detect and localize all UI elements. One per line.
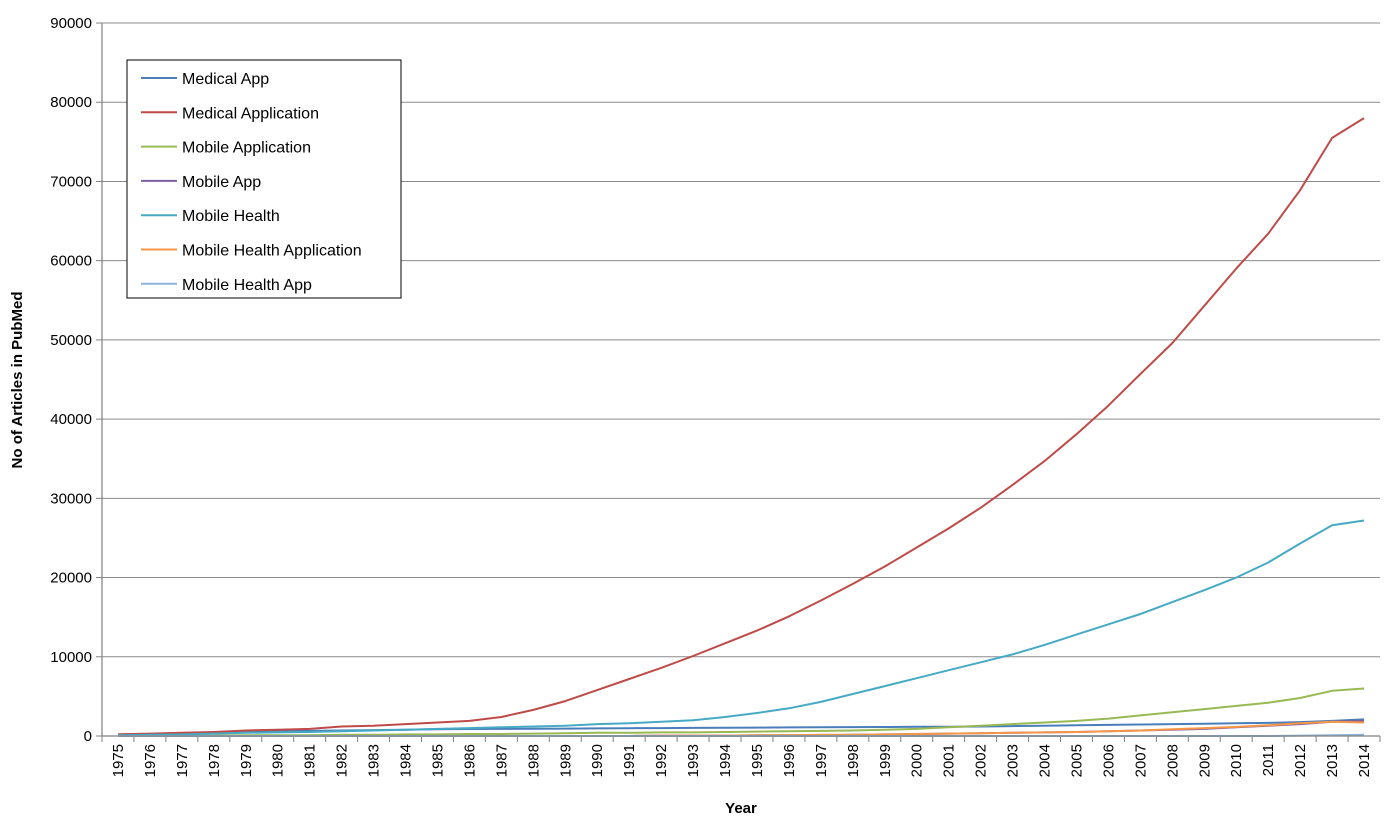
legend: Medical App Medical Application Mobile App… [126, 59, 402, 299]
legend-label: Mobile App [182, 174, 261, 191]
x-tick-label: 1985 [429, 744, 446, 777]
x-tick-label: 2010 [1228, 744, 1245, 777]
x-tick-label: 2003 [1005, 744, 1022, 777]
x-tick-label: 1999 [877, 744, 894, 777]
x-tick-label: 1987 [493, 744, 510, 777]
x-tick-label: 1994 [717, 744, 734, 777]
x-tick-label: 2014 [1356, 744, 1373, 777]
y-tick-label: 0 [84, 728, 92, 745]
y-tick-label: 80000 [50, 94, 92, 111]
legend-label: Mobile Application [182, 140, 311, 157]
y-tick-label: 10000 [50, 649, 92, 666]
y-tick-label: 20000 [50, 570, 92, 587]
legend-label: Medical App [182, 71, 269, 88]
x-tick-label: 1978 [206, 744, 223, 777]
x-tick-label: 1995 [749, 744, 766, 777]
x-tick-label: 2004 [1037, 744, 1054, 777]
x-tick-label: 1980 [270, 744, 287, 777]
x-tick-label: 1984 [398, 744, 415, 777]
legend-box [126, 59, 402, 299]
legend-label: Mobile Health Application [182, 243, 362, 260]
x-tick-label: 1977 [174, 744, 191, 777]
x-tick-label: 2008 [1164, 744, 1181, 777]
y-tick-label: 30000 [50, 490, 92, 507]
x-tick-label: 1982 [334, 744, 351, 777]
x-tick-label: 1996 [781, 744, 798, 777]
x-tick-label: 1979 [238, 744, 255, 777]
x-tick-label: 1976 [142, 744, 159, 777]
y-axis-ticks: 0 10000 20000 30000 40000 50000 60000 70000 8000… [50, 15, 102, 745]
x-tick-label: 2005 [1068, 744, 1085, 777]
x-axis-title: Year [725, 800, 757, 817]
x-tick-label: 2012 [1292, 744, 1309, 777]
x-tick-label: 1992 [653, 744, 670, 777]
x-tick-label: 1993 [685, 744, 702, 777]
x-tick-label: 1988 [525, 744, 542, 777]
x-tick-label: 2000 [909, 744, 926, 777]
x-axis-ticks: 1975 1976 1977 1978 1979 1980 1981 1982 1983 1984… [101, 736, 1381, 777]
x-tick-label: 1983 [366, 744, 383, 777]
series-line-mobile-health [117, 519, 1365, 737]
x-tick-label: 2001 [941, 744, 958, 777]
x-tick-label: 2009 [1196, 744, 1213, 777]
x-tick-label: 1975 [110, 744, 127, 777]
x-tick-label: 1989 [557, 744, 574, 777]
legend-label: Mobile Health App [182, 277, 312, 294]
series-line-medical-application [117, 117, 1365, 736]
y-axis-title: No of Articles in PubMed [9, 292, 26, 469]
y-tick-label: 90000 [50, 15, 92, 32]
x-tick-label: 1991 [621, 744, 638, 777]
x-tick-label: 2013 [1324, 744, 1341, 777]
x-tick-label: 2002 [973, 744, 990, 777]
legend-label: Medical Application [182, 105, 319, 122]
x-tick-label: 1998 [845, 744, 862, 777]
y-tick-label: 60000 [50, 253, 92, 270]
legend-label: Mobile Health [182, 208, 280, 225]
x-tick-label: 1997 [813, 744, 830, 777]
y-tick-label: 50000 [50, 332, 92, 349]
x-tick-label: 2011 [1260, 744, 1277, 776]
y-tick-label: 70000 [50, 173, 92, 190]
x-tick-label: 2007 [1132, 744, 1149, 777]
y-tick-label: 40000 [50, 411, 92, 428]
x-tick-label: 1981 [302, 744, 319, 777]
x-tick-label: 2006 [1100, 744, 1117, 777]
x-tick-label: 1986 [461, 744, 478, 777]
x-tick-label: 1990 [589, 744, 606, 777]
